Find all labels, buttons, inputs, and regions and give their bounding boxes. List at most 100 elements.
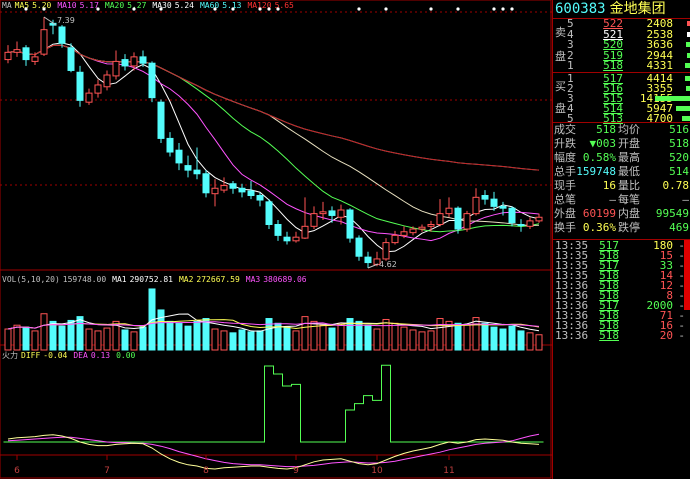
buy-row[interactable]: 2 516 3355 [553, 83, 690, 94]
buy-row[interactable]: 3 515 14155 [553, 92, 690, 105]
stat-label: 幅度 [554, 151, 576, 164]
candle [364, 251, 372, 268]
info-marker-icon [231, 7, 235, 11]
candle-body [526, 220, 534, 227]
ma-legend-label: MA60 [200, 1, 219, 10]
kline-chart[interactable]: MA MA5 5.20 MA10 5.17 MA20 5.27 MA30 5.24 MA60 5.1… [0, 0, 552, 479]
tick-price: 517 [599, 239, 619, 252]
volume-bar [526, 332, 534, 351]
volume-bar [103, 327, 111, 351]
candle-body [499, 205, 507, 209]
tick-row: 13:35 518 15 - [553, 249, 690, 262]
info-marker-icon [42, 7, 46, 11]
tick-volume: 71 [659, 309, 673, 322]
volume-bar [40, 313, 48, 351]
buy-label: 盘 [555, 102, 566, 115]
stat-row: 现手 16 量比 0.78 [553, 180, 690, 192]
candle [355, 235, 363, 261]
candle-body [13, 49, 21, 53]
stat-label: 开盘 [618, 137, 640, 150]
candle-body [265, 201, 273, 226]
stock-title: 600383 金地集团 [555, 0, 666, 18]
candle-body [355, 237, 363, 257]
tick-volume: 8 [666, 289, 673, 302]
ma-legend-value: 5.24 [175, 1, 194, 10]
macd-legend-label: DIFF [21, 351, 40, 360]
stat-value: 159748 [576, 165, 616, 178]
candle-body [337, 209, 345, 218]
candle-body [148, 62, 156, 99]
sell-row[interactable]: 3 520 3636 [553, 38, 690, 51]
candle-body [67, 47, 75, 71]
candle [499, 201, 507, 216]
buy-label: 买 [555, 80, 566, 93]
candle [346, 208, 354, 243]
candle-body [103, 74, 111, 88]
candle [409, 226, 417, 236]
tick-scrollbar[interactable] [684, 240, 690, 310]
info-marker-icon [132, 7, 136, 11]
sell-row[interactable]: 2 519 2944 [553, 50, 690, 61]
candle-body [193, 169, 201, 175]
candle-body [121, 59, 129, 67]
info-marker-icon [501, 7, 505, 11]
stat-row: 总笔 — 每笔 — [553, 194, 690, 206]
candle-body [256, 195, 264, 201]
candle [229, 181, 237, 194]
volume-bar [94, 330, 102, 351]
buy-volume: 4700 [646, 112, 674, 125]
sell-row[interactable]: 1 518 4331 [553, 60, 690, 71]
candle [184, 155, 192, 178]
candle [40, 17, 48, 56]
tick-time: 13:36 [555, 329, 589, 342]
volume-bar [472, 317, 480, 351]
level: 4 [567, 102, 574, 115]
tick-row: 13:36 518 20 - [553, 329, 690, 342]
macd-legend-label: DEA [73, 351, 88, 360]
buy-row[interactable]: 1 517 4414 [553, 73, 690, 84]
stat-value: 518 [669, 137, 689, 150]
buy-price: 513 [603, 112, 623, 125]
sell-row[interactable]: 4 521 2538 [553, 29, 690, 40]
ma-legend-value: 5.17 [80, 1, 99, 10]
tick-price: 518 [599, 289, 619, 302]
buy-row[interactable]: 4 514 5947 [553, 102, 690, 115]
candle [202, 170, 210, 198]
candle [148, 61, 156, 103]
stat-value: 469 [669, 221, 689, 234]
stat-label: 内盘 [618, 207, 640, 220]
volume-bar [427, 330, 435, 351]
info-marker-icon [24, 7, 28, 11]
tick-time: 13:35 [555, 259, 589, 272]
candle [31, 52, 39, 66]
candle [508, 206, 516, 227]
volume-bar [373, 328, 381, 351]
tick-price: 518 [599, 269, 619, 282]
diff-line [7, 434, 540, 470]
info-marker-icon [492, 7, 496, 11]
tick-time: 13:36 [555, 319, 589, 332]
volume-bar [463, 324, 471, 351]
candle [418, 224, 426, 232]
tick-time: 13:36 [555, 309, 589, 322]
macd-legend-value: -0.04 [43, 351, 67, 360]
sell-volume: 3636 [646, 38, 674, 51]
x-tick-label: 7 [104, 466, 110, 476]
candle [454, 206, 462, 234]
sell-row[interactable]: 5 522 2408 [553, 18, 690, 29]
volume-bar [121, 329, 129, 351]
ma-legend-label: MA30 [152, 1, 171, 10]
tick-row: 13:35 518 14 - [553, 269, 690, 282]
stat-label: 最低 [618, 165, 640, 178]
ma-legend-label: MA5 [15, 1, 30, 10]
buy-price: 515 [603, 92, 623, 105]
candle [274, 219, 282, 241]
sell-label: 卖 [555, 26, 566, 39]
low-pointer [367, 263, 379, 269]
volume-bar [166, 320, 174, 351]
tick-time: 13:35 [555, 269, 589, 282]
buy-row[interactable]: 5 513 4700 [553, 112, 690, 125]
tick-price: 518 [599, 249, 619, 262]
stat-label: 均价 [618, 123, 640, 136]
low-label: 4.62 [379, 260, 397, 269]
